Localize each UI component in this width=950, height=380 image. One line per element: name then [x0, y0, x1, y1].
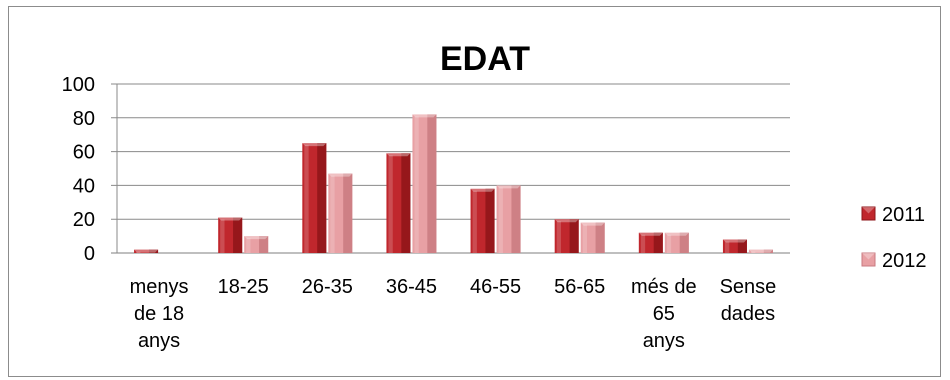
gridlines: [111, 83, 790, 254]
y-axis: 0 20 40 60 80 100: [62, 74, 118, 265]
bar-bevel: [496, 185, 521, 189]
legend-label: 2011: [882, 204, 925, 226]
y-tick-label: 20: [73, 209, 95, 231]
legend-swatch: [861, 252, 876, 267]
bar-2012-2: [328, 173, 353, 253]
bar-bevel: [580, 222, 605, 226]
bar-highlight: [724, 241, 730, 253]
bar-face: [134, 249, 159, 253]
bar-2011-1: [218, 217, 243, 253]
bar-bevel: [638, 232, 663, 236]
bar-highlight: [414, 116, 419, 253]
x-tick-label: 65: [653, 303, 675, 325]
bars: [134, 114, 773, 253]
bar-highlight: [220, 219, 225, 253]
legend-swatch-bevel: [862, 253, 875, 260]
bar-2012-1: [244, 236, 269, 253]
legend-swatch: [861, 206, 876, 221]
bar-bevel: [722, 239, 747, 243]
bar-shade: [148, 249, 159, 253]
bar-2011-0: [134, 249, 159, 253]
bar-bevel: [386, 153, 411, 157]
bar-highlight: [750, 251, 756, 253]
bar-shade: [317, 143, 327, 253]
bar-2012-4: [496, 185, 521, 253]
bar-shade: [595, 222, 605, 253]
legend-label: 2012: [882, 250, 927, 272]
x-tick-label: 46-55: [470, 276, 521, 298]
bar-bevel: [134, 249, 159, 253]
x-tick-label: dades: [721, 303, 776, 325]
bar-bevel: [470, 188, 495, 192]
x-tick-label: Sense: [720, 276, 777, 298]
bar-bevel: [244, 236, 269, 240]
bar-shade: [569, 219, 579, 253]
bar-highlight: [666, 234, 672, 253]
bar-shade: [763, 249, 773, 253]
bar-shade: [737, 239, 747, 253]
bar-2011-4: [470, 188, 495, 253]
bar-shade: [259, 236, 269, 253]
legend-swatch-bevel: [862, 207, 875, 214]
bar-bevel: [328, 173, 353, 177]
y-tick-label: 80: [73, 108, 95, 130]
legend-item-2011: 2011: [861, 204, 925, 226]
bar-highlight: [246, 238, 251, 253]
bar-highlight: [556, 221, 562, 253]
bar-2011-7: [722, 239, 747, 253]
x-tick-label: 26-35: [302, 276, 353, 298]
bar-highlight: [582, 224, 588, 253]
bar-shade: [427, 114, 437, 253]
x-tick-label: més de: [631, 276, 697, 298]
y-tick-label: 0: [84, 243, 95, 265]
x-tick-label: menys: [130, 276, 189, 298]
bar-shade: [401, 153, 411, 253]
bar-bevel: [412, 114, 437, 118]
bar-2011-2: [302, 143, 327, 253]
x-axis: menys de 18 anys 18-25 26-35 36-45 46-55 56-65 m…: [130, 276, 777, 352]
bar-highlight: [640, 234, 646, 253]
bar-bevel: [664, 232, 689, 236]
bar-highlight: [498, 187, 503, 253]
y-tick-label: 60: [73, 142, 95, 164]
bar-shade: [653, 232, 663, 253]
y-tick-label: 100: [62, 74, 95, 96]
bar-bevel: [554, 219, 579, 223]
bar-2012-5: [580, 222, 605, 253]
y-tick-label: 40: [73, 175, 95, 197]
bar-highlight: [304, 145, 309, 253]
bar-shade: [233, 217, 243, 253]
x-tick-label: anys: [138, 330, 180, 352]
legend: 2011 2012: [861, 204, 927, 272]
bar-shade: [485, 188, 495, 253]
bar-2011-6: [638, 232, 663, 253]
bar-highlight: [330, 175, 335, 253]
bar-shade: [679, 232, 689, 253]
bar-2012-3: [412, 114, 437, 253]
bar-bevel: [218, 217, 243, 221]
bar-2012-7: [748, 249, 773, 253]
bar-2012-6: [664, 232, 689, 253]
bar-face: [748, 249, 773, 253]
legend-item-2012: 2012: [861, 250, 927, 272]
x-tick-label: 18-25: [218, 276, 269, 298]
bar-highlight: [136, 251, 141, 253]
x-tick-label: 36-45: [386, 276, 437, 298]
x-tick-label: 56-65: [554, 276, 605, 298]
chart-title: EDAT: [440, 40, 530, 78]
bar-highlight: [388, 155, 393, 253]
x-tick-label: anys: [643, 330, 685, 352]
bar-bevel: [302, 143, 327, 147]
bar-2011-3: [386, 153, 411, 253]
bar-bevel: [748, 249, 773, 253]
x-tick-label: de 18: [134, 303, 184, 325]
bar-2011-5: [554, 219, 579, 253]
bar-highlight: [472, 190, 477, 253]
bar-shade: [343, 173, 353, 253]
bar-shade: [511, 185, 521, 253]
